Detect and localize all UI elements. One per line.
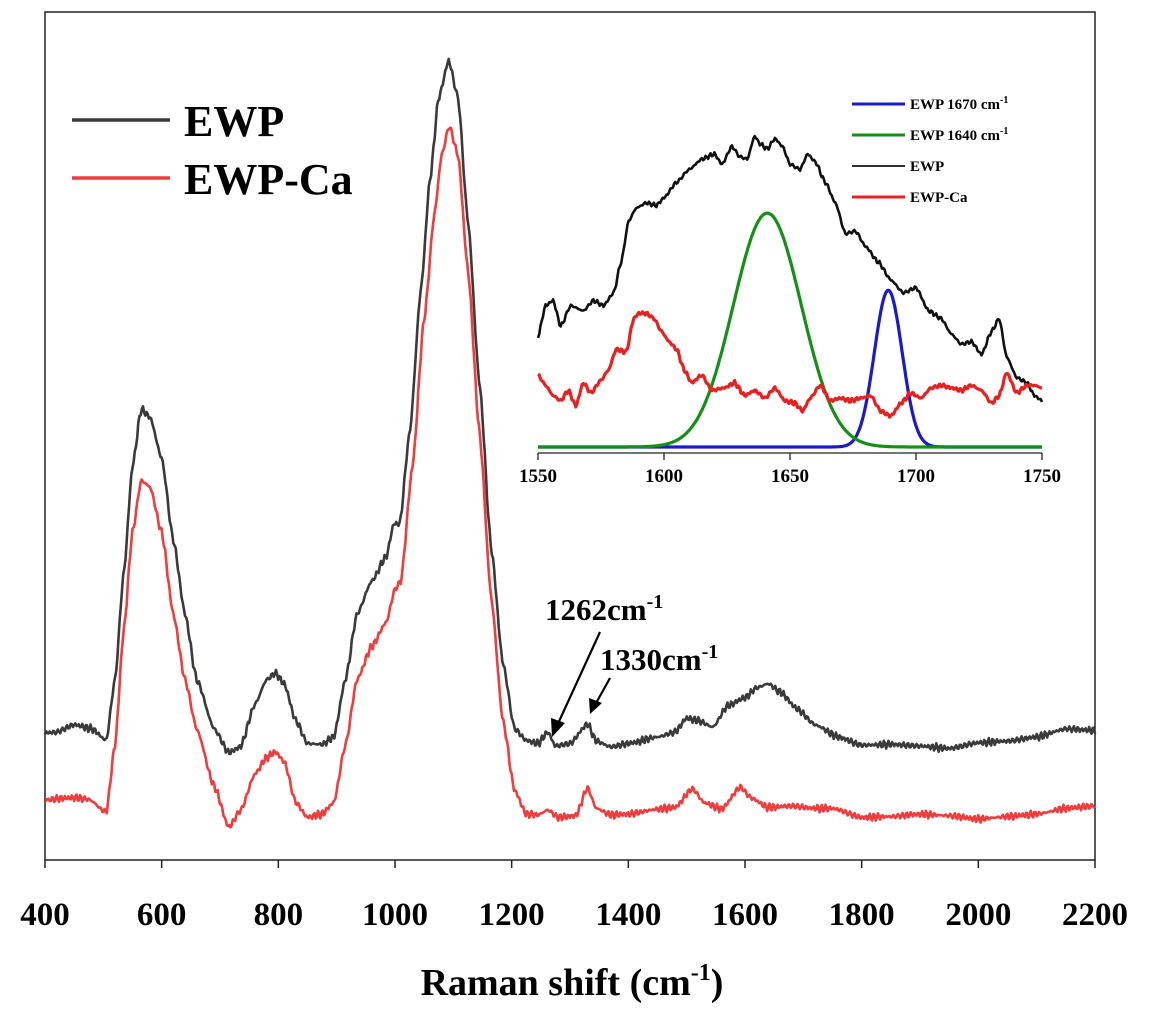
main-series-group bbox=[43, 57, 1097, 829]
main-legend: EWP EWP-Ca bbox=[72, 97, 353, 204]
annotation-arrow-1262 bbox=[555, 631, 601, 729]
inset-legend-label-1670: EWP 1670 cm-1 bbox=[910, 95, 1008, 113]
inset-x-axis: 1550 1600 1650 1700 1750 bbox=[519, 453, 1061, 487]
legend-label-ewp: EWP bbox=[184, 97, 284, 146]
inset-x-tick-label-1550: 1550 bbox=[519, 466, 557, 487]
x-tick-label-2200: 2200 bbox=[1062, 897, 1128, 933]
x-tick-label-2000: 2000 bbox=[945, 897, 1011, 933]
inset-legend-label-ewp-ca: EWP-Ca bbox=[910, 190, 968, 206]
inset-legend-label-ewp: EWP bbox=[910, 159, 944, 175]
inset-x-tick-label-1650: 1650 bbox=[771, 466, 809, 487]
peak-annotations: 1262cm-1 1330cm-1 bbox=[545, 591, 718, 737]
x-tick-label-400: 400 bbox=[20, 897, 70, 933]
main-x-axis: 400 600 800 1000 1200 1400 1600 1800 2000 2200 bbox=[20, 860, 1128, 933]
inset-series-line-ewp bbox=[536, 134, 1044, 403]
main-x-axis-title: Raman shift (cm-1) bbox=[421, 960, 724, 1004]
x-tick-label-1400: 1400 bbox=[595, 897, 661, 933]
x-axis-title-close: ) bbox=[711, 962, 724, 1004]
annotation-1262: 1262cm-1 bbox=[545, 591, 663, 627]
main-plot-frame bbox=[44, 11, 1096, 861]
inset-x-tick-label-1700: 1700 bbox=[897, 466, 935, 487]
x-tick-label-1600: 1600 bbox=[712, 897, 778, 933]
inset-x-tick-label-1600: 1600 bbox=[645, 466, 683, 487]
inset-series-line-ewp-ca bbox=[537, 310, 1043, 419]
inset-x-tick-label-1750: 1750 bbox=[1023, 466, 1061, 487]
series-line-ewp bbox=[43, 57, 1097, 756]
inset-series-group bbox=[536, 134, 1044, 449]
x-tick-label-1800: 1800 bbox=[829, 897, 895, 933]
inset-legend-label-1640: EWP 1640 cm-1 bbox=[910, 126, 1008, 144]
x-tick-label-1200: 1200 bbox=[479, 897, 545, 933]
inset-plot: 1550 1600 1650 1700 1750 EWP 1670 cm-1 EWP 1… bbox=[519, 95, 1061, 487]
x-tick-label-600: 600 bbox=[137, 897, 187, 933]
x-axis-title-superscript: -1 bbox=[691, 960, 711, 986]
x-tick-label-1000: 1000 bbox=[362, 897, 428, 933]
inset-series-line-ewp-1640-cm-1 bbox=[537, 211, 1043, 449]
x-tick-label-800: 800 bbox=[254, 897, 304, 933]
x-axis-title-main: Raman shift (cm bbox=[421, 962, 691, 1004]
inset-legend: EWP 1670 cm-1 EWP 1640 cm-1 EWP EWP-Ca bbox=[852, 95, 1008, 206]
legend-label-ewp-ca: EWP-Ca bbox=[184, 155, 353, 204]
annotation-1330: 1330cm-1 bbox=[600, 641, 718, 677]
annotation-arrowhead-1262 bbox=[551, 718, 565, 737]
annotation-arrow-1330 bbox=[594, 677, 611, 706]
annotation-arrowhead-1330 bbox=[589, 698, 602, 714]
series-line-ewp-ca bbox=[44, 126, 1096, 829]
